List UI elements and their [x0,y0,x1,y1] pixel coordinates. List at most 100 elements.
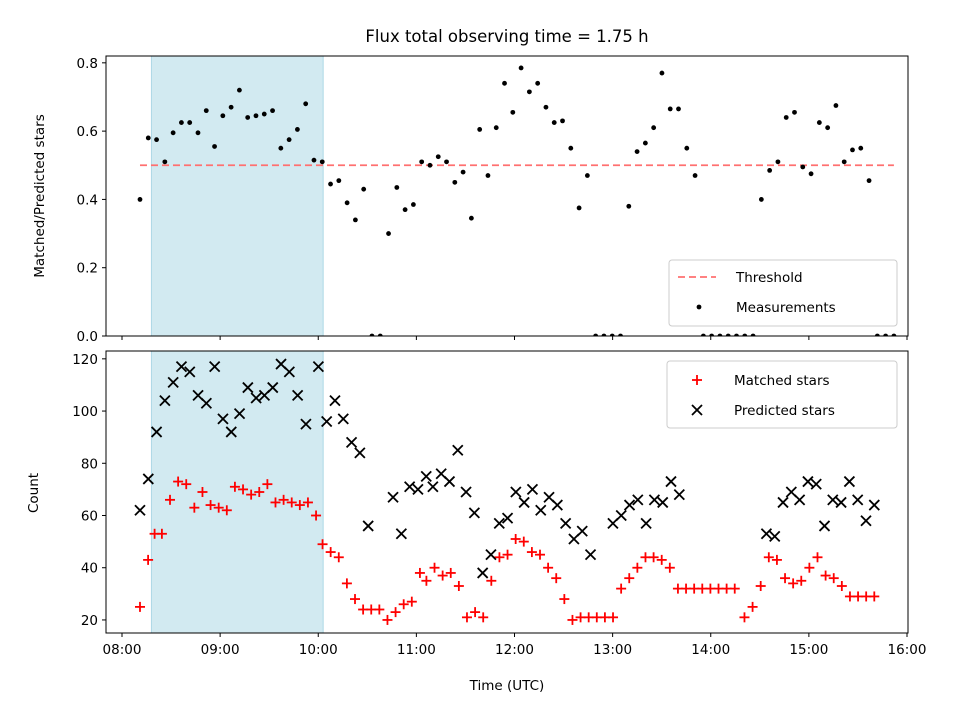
matched-star-point [486,575,497,586]
measurement-point [170,130,176,136]
measurement-point [725,333,731,336]
matched-star-point [470,607,481,618]
predicted-star-point [460,486,472,498]
measurement-point [874,333,880,336]
measurement-point [179,120,184,125]
matched-star-point [502,549,513,560]
predicted-star-point [300,418,312,430]
measurement-point [709,333,715,336]
matched-star-point [156,528,167,539]
bottom-points [134,358,880,625]
predicted-star-point [362,520,374,532]
measurement-point [278,145,284,151]
measurement-point [526,89,532,95]
matched-star-point [518,536,529,547]
legend-measurements-label: Measurements [736,300,836,316]
measurement-point [684,145,690,151]
predicted-star-point [345,436,358,449]
predicted-star-point [420,470,432,482]
matched-star-point [390,607,401,618]
matched-star-point [820,570,831,581]
bottom-y-tick-label: 20 [81,613,98,629]
matched-star-point [543,562,554,573]
top-legend-box [668,259,898,327]
matched-star-point [341,578,352,589]
bottom-y-tick-label: 80 [81,456,98,472]
measurement-point [237,87,242,93]
predicted-star-point [584,549,597,561]
matched-star-point [238,484,249,495]
measurement-point [187,120,193,125]
matched-star-point [213,502,224,513]
predicted-star-point [427,481,439,493]
measurement-point [775,159,781,165]
matched-star-point [205,500,216,511]
measurement-point [468,215,474,221]
top-axes-frame [105,55,909,337]
matched-star-point [134,601,145,612]
measurement-point [452,179,458,185]
measurement-point [220,113,226,119]
measurement-point [336,178,342,184]
legend-matched-label: Matched stars [734,373,830,389]
measurement-point [402,207,408,213]
predicted-star-point [283,366,295,378]
measurement-point [502,80,507,86]
measurement-point [518,65,524,71]
predicted-star-point [868,499,880,511]
matched-star-point [221,505,232,516]
matched-star-point [437,570,448,581]
measurement-point [734,333,739,336]
matched-star-point [510,534,521,544]
matched-star-point [165,494,176,505]
measurement-point [319,159,325,165]
measurement-point [253,113,259,119]
x-tick-label: 12:00 [495,642,534,658]
measurement-point [535,80,541,86]
measurement-point [328,181,333,187]
predicted-star-point [233,408,246,420]
matched-star-point [286,497,297,508]
predicted-star-point [810,478,822,490]
x-tick-label: 09:00 [201,642,240,658]
predicted-star-point [535,504,547,516]
measurement-point [460,169,466,175]
bottom-axes-frame [105,350,909,634]
matched-star-point [624,573,635,584]
bottom-y-tick-label: 60 [81,509,98,525]
matched-star-point [526,547,537,558]
measurement-point [394,185,400,190]
matched-star-point [780,573,791,584]
measurement-point [601,333,607,336]
x-tick-label: 14:00 [691,642,730,658]
predicted-star-point [576,525,588,537]
predicted-star-point [852,494,864,506]
measurement-point [286,137,292,143]
x-tick-label: 13:00 [593,642,632,658]
measurement-point [352,217,358,223]
measurement-point [137,197,143,202]
measurement-point [816,120,822,125]
predicted-star-point [769,530,781,543]
matched-star-point [350,594,361,605]
measurement-point [361,186,367,192]
legend-threshold-label: Threshold [735,270,803,286]
matched-star-point [788,578,799,589]
matched-star-point [664,562,675,573]
top-panel: 0.0 0.2 0.4 0.6 0.8 Threshold Measurements [77,55,909,345]
predicted-star-point [551,499,563,511]
measurement-point [386,231,391,236]
measurement-point [808,171,814,177]
matched-star-point [551,573,562,584]
measurement-point [618,333,623,336]
measurement-point [261,111,267,117]
matched-star-point [828,573,839,584]
x-tick-label: 15:00 [789,642,828,658]
matched-star-point [254,487,265,497]
measurement-point [750,333,756,336]
predicted-star-point [395,528,407,540]
predicted-star-point [159,394,171,407]
chart-title: Flux total observing time = 1.75 h [365,27,648,46]
predicted-star-point [510,486,522,498]
